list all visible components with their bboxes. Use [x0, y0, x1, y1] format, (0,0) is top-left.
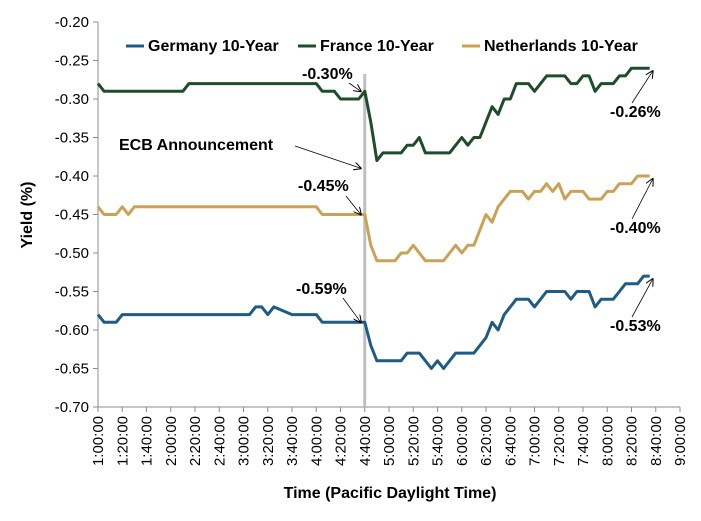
legend-label: Germany 10-Year	[148, 38, 279, 55]
x-axis-title: Time (Pacific Daylight Time)	[284, 485, 497, 502]
annotation-label: -0.45%	[298, 178, 349, 195]
y-tick-label: -0.20	[55, 14, 89, 31]
annotation-arrow	[631, 279, 653, 318]
x-tick-label: 3:00:00	[236, 416, 253, 466]
annotation-label: -0.59%	[296, 281, 347, 298]
x-tick-label: 5:00:00	[381, 416, 398, 466]
x-tick-label: 9:00:00	[672, 416, 689, 466]
y-tick-label: -0.65	[55, 361, 89, 378]
x-tick-label: 5:40:00	[430, 416, 447, 466]
annotation-label: -0.40%	[610, 220, 661, 237]
x-tick-label: 4:20:00	[333, 416, 350, 466]
x-tick-label: 2:20:00	[187, 416, 204, 466]
annotation-arrow	[345, 195, 361, 215]
series-line-germany-10-year	[96, 274, 650, 370]
annotation-arrow	[294, 145, 361, 168]
y-tick-label: -0.60	[55, 322, 89, 339]
y-tick-label: -0.55	[55, 284, 89, 301]
x-tick-label: 6:00:00	[454, 416, 471, 466]
y-tick-label: -0.35	[55, 130, 89, 147]
annotations: ECB Announcement -0.30% -0.45% -0.59% -0.26%…	[119, 66, 661, 335]
annotation-arrow	[631, 179, 653, 220]
annotation-arrow	[348, 82, 361, 91]
x-tick-label: 6:20:00	[478, 416, 495, 466]
x-tick-label: 7:40:00	[575, 416, 592, 466]
x-tick-label: 2:00:00	[163, 416, 180, 466]
x-tick-label: 8:20:00	[624, 416, 641, 466]
x-tick-label: 8:40:00	[648, 416, 665, 466]
legend: Germany 10-Year France 10-Year Netherlands…	[126, 38, 638, 55]
annotation-label: -0.26%	[610, 104, 661, 121]
annotation-arrow	[342, 297, 361, 322]
x-tick-label: 3:40:00	[284, 416, 301, 466]
annotation-label: -0.30%	[302, 66, 353, 83]
x-tick-label: 6:40:00	[502, 416, 519, 466]
x-tick-label: 1:40:00	[139, 416, 156, 466]
x-tick-label: 2:40:00	[211, 416, 228, 466]
legend-label: France 10-Year	[320, 38, 434, 55]
x-tick-label: 8:00:00	[599, 416, 616, 466]
legend-label: Netherlands 10-Year	[484, 38, 638, 55]
x-tick-label: 7:20:00	[551, 416, 568, 466]
y-tick-label: -0.70	[55, 399, 89, 416]
x-tick-label: 3:20:00	[260, 416, 277, 466]
x-tick-label: 4:00:00	[308, 416, 325, 466]
x-tick-label: 1:00:00	[90, 416, 107, 466]
y-tick-label: -0.40	[55, 168, 89, 185]
annotation-label: -0.53%	[610, 318, 661, 335]
x-tick-label: 5:20:00	[405, 416, 422, 466]
plot-area: -0.20 -0.25 -0.30 -0.35 -0.40 -0.45 -0.50 -0.55…	[55, 14, 689, 466]
y-tick-label: -0.50	[55, 245, 89, 262]
y-tick-label: -0.25	[55, 53, 89, 70]
series-line-france-10-year	[96, 66, 650, 163]
y-tick-label: -0.30	[55, 91, 89, 108]
series-line-netherlands-10-year	[96, 174, 650, 263]
x-tick-label: 4:40:00	[357, 416, 374, 466]
annotation-arrow	[631, 71, 653, 104]
y-axis-title: Yield (%)	[19, 182, 36, 249]
y-tick-label: -0.45	[55, 207, 89, 224]
x-tick-label: 7:00:00	[527, 416, 544, 466]
x-tick-label: 1:20:00	[114, 416, 131, 466]
annotation-label: ECB Announcement	[119, 137, 274, 154]
